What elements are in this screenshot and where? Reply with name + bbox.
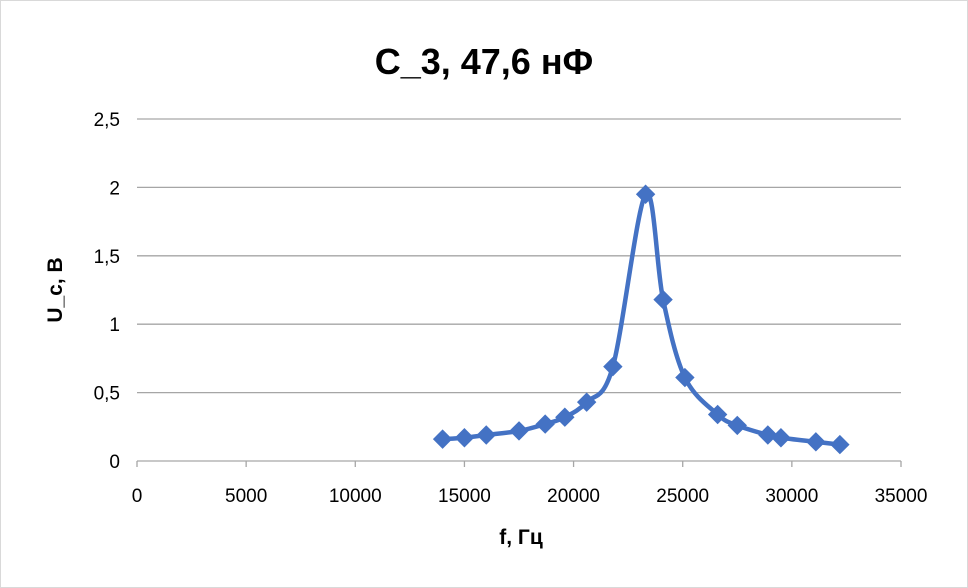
data-point: [771, 428, 791, 448]
data-point: [653, 289, 673, 310]
x-axis-label: f, Гц: [499, 526, 543, 549]
data-point: [603, 356, 623, 377]
y-tick-label: 2: [109, 178, 120, 199]
x-tick-label: 10000: [329, 486, 382, 507]
series-group: [432, 184, 850, 455]
y-tick-label: 0,5: [94, 384, 120, 405]
data-point: [758, 425, 778, 445]
y-tick-label: 1: [109, 315, 120, 336]
data-point: [476, 425, 496, 445]
data-point: [454, 428, 475, 448]
data-point: [535, 414, 555, 434]
data-point: [555, 407, 575, 427]
axes: 0 0,5 1 1,5 2 2,5 0 5000 10000 15000 20000 25000 300…: [94, 110, 928, 507]
y-tick-label: 2,5: [94, 110, 120, 131]
y-tick-label: 1,5: [94, 247, 120, 268]
y-axis-label: U_c, В: [44, 257, 67, 322]
x-tick-label: 30000: [765, 486, 818, 507]
data-point: [675, 367, 695, 388]
data-point: [635, 184, 656, 204]
chart-title: C_3, 47,6 нФ: [375, 41, 594, 82]
data-point: [830, 434, 850, 455]
data-point: [576, 392, 597, 412]
gridlines: [137, 118, 901, 394]
x-tick-label: 5000: [225, 486, 267, 507]
x-tick-label: 25000: [656, 486, 709, 507]
data-point: [707, 404, 728, 425]
data-point: [727, 415, 747, 436]
data-point: [509, 421, 529, 441]
x-tick-label: 15000: [438, 486, 491, 507]
data-point: [806, 432, 826, 452]
x-tick-label: 0: [132, 486, 143, 507]
y-tick-label: 0: [109, 452, 120, 473]
x-tick-label: 35000: [875, 486, 928, 507]
x-tick-label: 20000: [547, 486, 600, 507]
data-point: [432, 429, 453, 449]
